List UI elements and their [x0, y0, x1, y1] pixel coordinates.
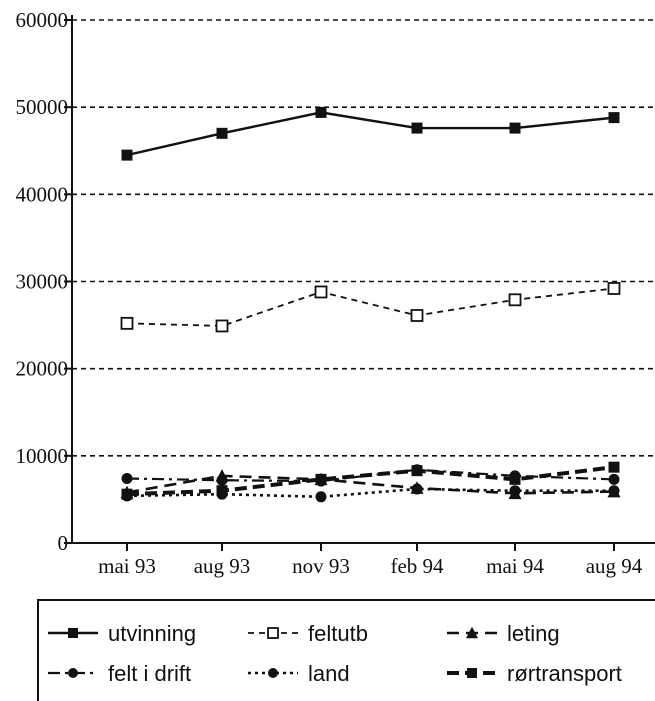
- legend-swatch-marker: [466, 626, 478, 639]
- legend-item: feltutb: [248, 621, 368, 646]
- data-point: [315, 106, 327, 118]
- data-point: [608, 461, 620, 473]
- y-tick-label: 10000: [16, 444, 69, 468]
- series-line: [126, 474, 615, 495]
- x-tick-label: aug 93: [194, 554, 251, 578]
- data-point: [411, 122, 423, 134]
- gridlines: [72, 19, 655, 457]
- y-axis-ticks: 60000 50000 40000 30000 20000 10000 0: [16, 8, 72, 555]
- legend-label: land: [308, 661, 350, 686]
- series-lines: [120, 106, 621, 503]
- y-tick-label: 20000: [16, 357, 69, 381]
- legend-item: utvinning: [48, 621, 196, 646]
- series-rørtransport: [121, 461, 620, 500]
- y-tick-label: 30000: [16, 270, 69, 294]
- data-point: [216, 127, 228, 139]
- legend-swatch-marker: [68, 668, 78, 678]
- data-point: [315, 491, 327, 503]
- x-tick-label: mai 93: [98, 554, 156, 578]
- data-point: [509, 122, 521, 134]
- series-line: [126, 487, 614, 499]
- y-tick-label: 0: [58, 531, 69, 555]
- x-tick-label: nov 93: [292, 554, 350, 578]
- data-point: [215, 319, 229, 333]
- legend-swatch-marker: [268, 668, 278, 678]
- legend-label: feltutb: [308, 621, 368, 646]
- x-axis-ticks: mai 93 aug 93 nov 93 feb 94 mai 94 aug 94: [98, 543, 643, 578]
- legend-border: [37, 599, 655, 701]
- data-point: [120, 316, 134, 330]
- data-point: [411, 465, 423, 477]
- y-tick-label: 50000: [16, 95, 69, 119]
- legend-item: leting: [447, 621, 560, 646]
- x-tick-label: feb 94: [390, 554, 444, 578]
- series-line: [126, 287, 615, 327]
- legend-label: leting: [507, 621, 560, 646]
- data-point: [608, 485, 620, 497]
- legend-item: rørtransport: [447, 661, 622, 686]
- x-tick-label: mai 94: [486, 554, 544, 578]
- data-point: [508, 293, 522, 307]
- data-point: [411, 483, 423, 495]
- data-point: [121, 149, 133, 161]
- legend-swatch-marker: [467, 668, 477, 678]
- data-point: [121, 488, 133, 500]
- data-point: [607, 282, 621, 295]
- data-point: [410, 309, 424, 322]
- x-tick-label: aug 94: [586, 554, 643, 578]
- legend-label: utvinning: [108, 621, 196, 646]
- data-point: [315, 473, 327, 485]
- series-line: [126, 111, 615, 157]
- legend-label: felt i drift: [108, 661, 191, 686]
- data-point: [509, 485, 521, 497]
- data-point: [216, 485, 228, 497]
- legend-swatch-marker: [267, 627, 279, 639]
- data-point: [608, 112, 620, 124]
- legend: utvinning feltutb leting felt i drift land rø…: [37, 599, 655, 701]
- legend-label: rørtransport: [507, 661, 622, 686]
- series-line: [126, 465, 615, 497]
- legend-swatch-marker: [68, 628, 78, 638]
- series-feltutb: [120, 282, 621, 333]
- legend-item: felt i drift: [48, 661, 191, 686]
- y-tick-label: 60000: [16, 8, 69, 32]
- legend-item: land: [248, 661, 350, 686]
- axes: [71, 15, 655, 544]
- y-tick-label: 40000: [16, 182, 69, 206]
- series-utvinning: [121, 106, 620, 161]
- data-point: [314, 285, 328, 299]
- data-point: [509, 473, 521, 485]
- data-point: [216, 474, 228, 486]
- data-point: [121, 472, 133, 484]
- data-point: [608, 473, 620, 485]
